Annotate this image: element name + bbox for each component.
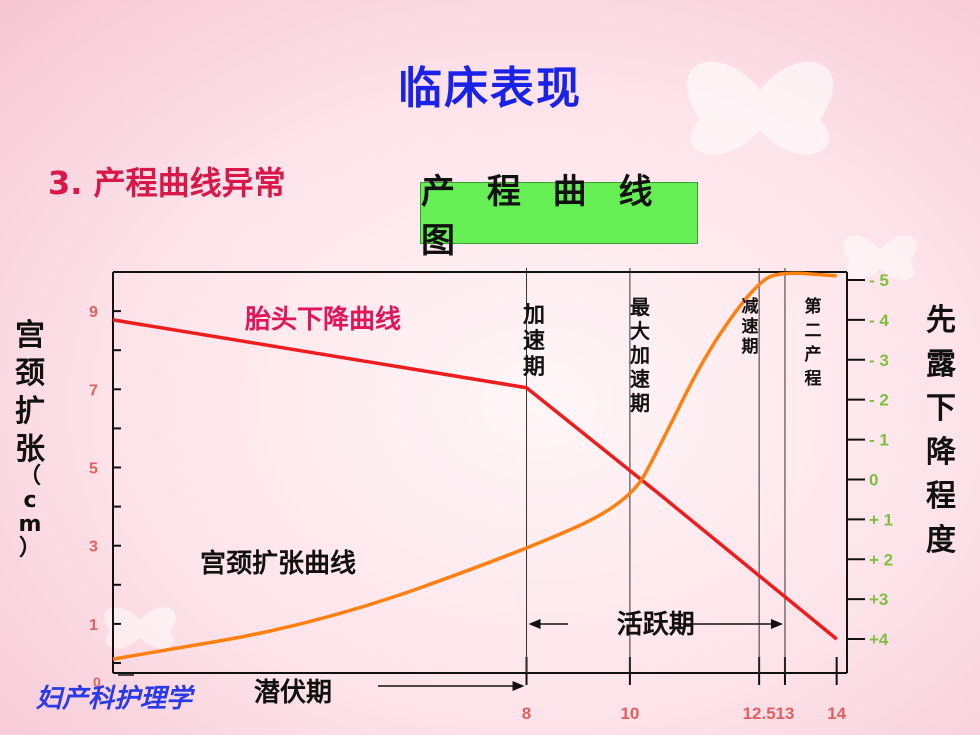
phase-label: 最大加速期 bbox=[629, 295, 651, 415]
left-tick-label: 9 bbox=[89, 304, 98, 321]
left-tick-label: 5 bbox=[89, 461, 98, 478]
right-tick-label: +3 bbox=[869, 590, 888, 609]
phase-label: 第二产程 bbox=[805, 296, 822, 389]
page-title: 临床表现 bbox=[398, 63, 582, 114]
chart-axes bbox=[112, 271, 865, 685]
right-tick-label: 0 bbox=[869, 470, 878, 489]
x-tick-label: 12.5 bbox=[743, 704, 776, 723]
right-axis-title: 先露下降程度 bbox=[926, 303, 957, 558]
butterfly-decoration-icon bbox=[104, 61, 917, 649]
left-tick-label: 1 bbox=[89, 617, 98, 634]
x-tick-label: 13 bbox=[776, 704, 795, 723]
right-tick-label: - 5 bbox=[869, 271, 889, 290]
x-tick-label: 10 bbox=[620, 704, 639, 723]
x-tick-label: 14 bbox=[827, 704, 846, 723]
left-tick-label: 3 bbox=[89, 539, 98, 556]
chart-heading: 产 程 曲 线 图 bbox=[420, 172, 698, 261]
watermark-text: 妇产科护理学 bbox=[36, 684, 193, 714]
right-tick-label: + 1 bbox=[869, 510, 893, 529]
latent-arrow-head bbox=[512, 681, 525, 691]
descent-curve-line bbox=[112, 318, 838, 641]
descent-curve-label: 胎头下降曲线 bbox=[244, 304, 401, 335]
right-tick-label: - 2 bbox=[869, 391, 889, 410]
phase-label: 减速期 bbox=[742, 296, 759, 357]
right-tick-label: - 4 bbox=[869, 311, 889, 330]
chart-series bbox=[112, 271, 838, 661]
right-tick-label: - 3 bbox=[869, 351, 889, 370]
active-arrow-left-head bbox=[528, 619, 541, 629]
right-tick-label: - 1 bbox=[869, 431, 889, 450]
active-period-label: 活跃期 bbox=[617, 610, 695, 640]
section-subtitle: 3. 产程曲线异常 bbox=[48, 164, 286, 202]
dilation-curve-label: 宫颈扩张曲线 bbox=[200, 548, 356, 579]
origin-tick-label: 0 bbox=[93, 674, 101, 690]
x-tick-label: 8 bbox=[522, 704, 531, 723]
left-tick-label: 7 bbox=[89, 382, 98, 399]
phase-label: 加速期 bbox=[522, 303, 545, 380]
dilation-curve-line bbox=[112, 271, 837, 661]
right-tick-label: + 2 bbox=[869, 550, 893, 569]
left-axis-title: 宫颈扩张（ c m） bbox=[15, 318, 45, 561]
latent-period-label: 潜伏期 bbox=[254, 678, 332, 708]
right-tick-label: +4 bbox=[869, 630, 889, 649]
active-arrow-right-head bbox=[770, 619, 783, 629]
